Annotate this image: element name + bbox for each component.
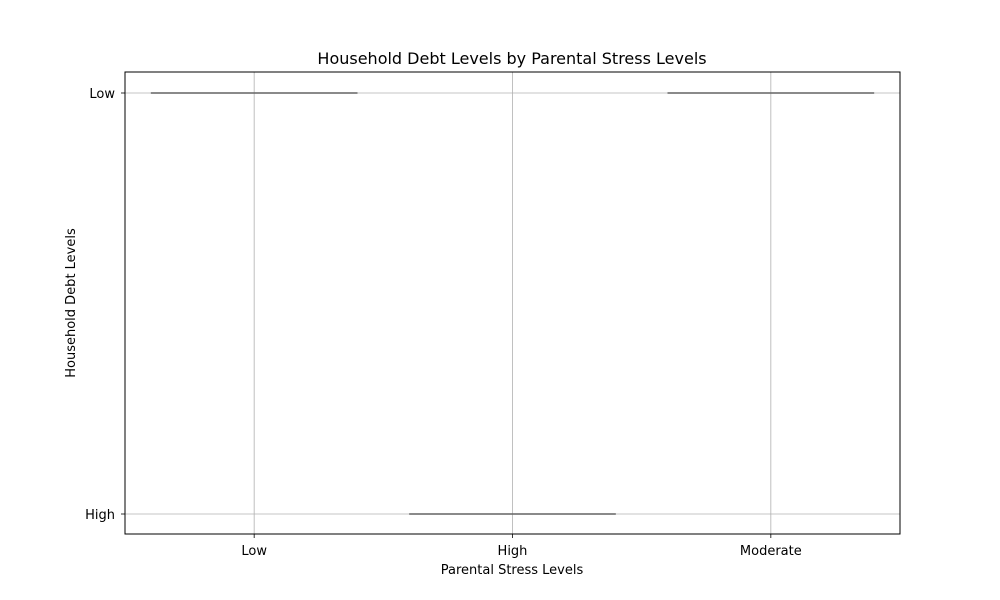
y-axis-label: Household Debt Levels: [64, 228, 79, 378]
y-axis: High Low: [85, 87, 125, 523]
x-tick-label: Low: [241, 544, 267, 559]
x-axis-label: Parental Stress Levels: [441, 563, 584, 578]
y-tick-label: High: [85, 508, 115, 523]
x-tick-label: Moderate: [740, 544, 802, 559]
x-tick-label: High: [498, 544, 528, 559]
grid: [125, 72, 900, 534]
y-tick-label: Low: [89, 87, 115, 102]
chart-title: Household Debt Levels by Parental Stress…: [317, 49, 706, 68]
x-axis: Low High Moderate: [241, 534, 802, 559]
plot-marks: [150, 92, 875, 515]
